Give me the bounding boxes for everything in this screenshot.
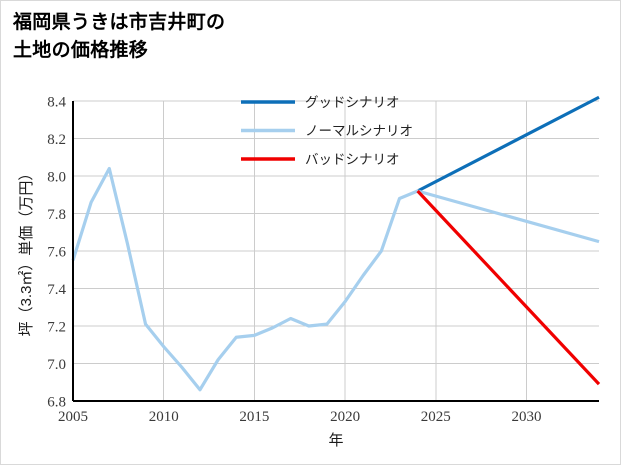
- x-axis-tick-labels: 2005 2010 2015 2020 2025 2030: [58, 409, 541, 425]
- x-axis-title: 年: [328, 432, 343, 449]
- legend-label-グッドシナリオ: グッドシナリオ: [305, 95, 400, 110]
- y-axis-tick-labels: 6.8 7.0 7.2 7.4 7.6 7.8 8.0 8.2 8.4: [47, 95, 66, 411]
- axis-spines: [71, 101, 599, 403]
- series-line-バッドシナリオ: [416, 189, 601, 386]
- legend-label-ノーマルシナリオ: ノーマルシナリオ: [305, 124, 413, 139]
- series-line-グッドシナリオ: [416, 95, 600, 193]
- page-title: 福岡県うきは市吉井町の 土地の価格推移: [13, 12, 226, 61]
- y-tick-label: 7.4: [47, 282, 66, 298]
- gridline-group: [73, 100, 599, 402]
- y-tick-label: 8.4: [47, 95, 66, 111]
- y-axis-title: 坪（3.3㎡）単価（万円）: [18, 166, 35, 337]
- y-tick-label: 6.8: [47, 395, 66, 411]
- y-tick-label: 7.8: [47, 207, 66, 223]
- x-tick-label: 2015: [239, 409, 269, 425]
- x-tick-label: 2010: [149, 409, 179, 425]
- legend-label-バッドシナリオ: バッドシナリオ: [305, 152, 400, 167]
- x-tick-label: 2025: [421, 409, 451, 425]
- x-tick-label: 2005: [58, 409, 88, 425]
- series-line-ノーマルシナリオ: [71, 166, 600, 392]
- x-tick-label: 2030: [511, 409, 541, 425]
- x-tick-label: 2020: [330, 409, 360, 425]
- y-tick-label: 7.0: [47, 357, 66, 373]
- y-tick-label: 7.6: [47, 245, 66, 261]
- y-tick-label: 7.2: [47, 320, 66, 336]
- y-tick-label: 8.2: [47, 132, 66, 148]
- data-series-group: [71, 95, 601, 392]
- y-tick-label: 8.0: [47, 170, 66, 186]
